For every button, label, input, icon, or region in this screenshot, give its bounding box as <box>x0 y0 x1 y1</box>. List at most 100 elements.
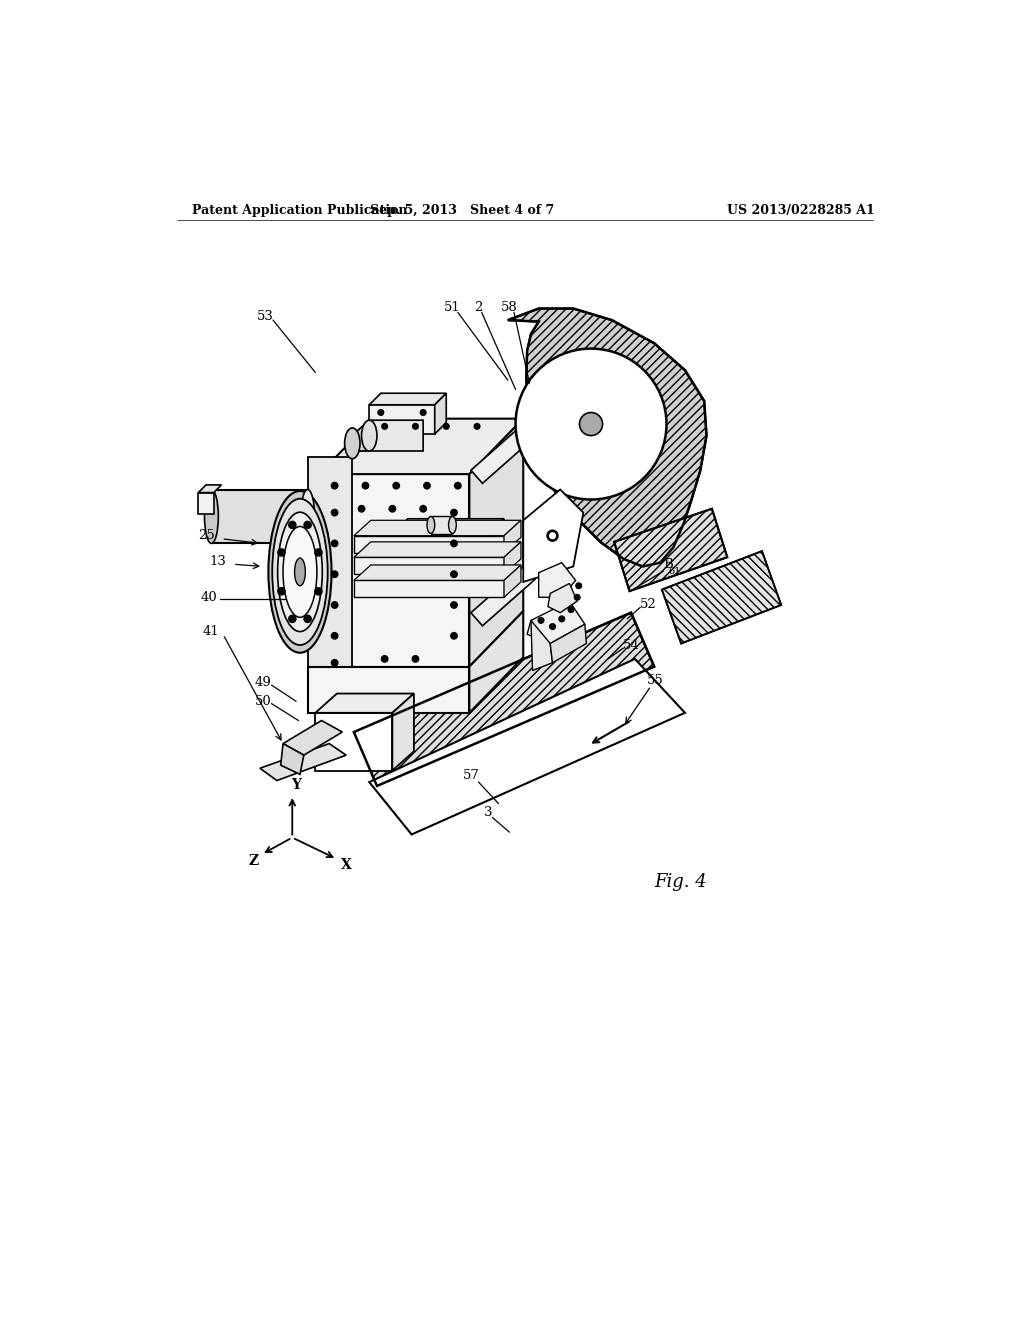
Circle shape <box>358 506 365 512</box>
Text: 61: 61 <box>668 566 680 576</box>
Text: 58: 58 <box>501 301 518 314</box>
Circle shape <box>304 521 311 528</box>
Polygon shape <box>199 492 214 515</box>
Circle shape <box>455 483 461 488</box>
Text: 57: 57 <box>463 770 479 783</box>
Text: X: X <box>341 858 351 873</box>
Text: 52: 52 <box>640 598 656 611</box>
Ellipse shape <box>283 527 316 618</box>
Ellipse shape <box>449 516 457 533</box>
Polygon shape <box>662 552 781 644</box>
Polygon shape <box>523 490 584 582</box>
Circle shape <box>393 483 399 488</box>
Circle shape <box>421 409 426 416</box>
Ellipse shape <box>361 420 377 451</box>
Polygon shape <box>319 474 469 667</box>
Circle shape <box>474 424 480 429</box>
Polygon shape <box>550 624 587 663</box>
Circle shape <box>289 521 296 528</box>
Circle shape <box>443 424 449 429</box>
Circle shape <box>332 572 338 577</box>
Text: 50: 50 <box>255 694 271 708</box>
Polygon shape <box>315 713 392 771</box>
Text: Z: Z <box>249 854 259 867</box>
Circle shape <box>413 424 418 429</box>
Text: 54: 54 <box>623 639 639 652</box>
Text: Patent Application Publication: Patent Application Publication <box>193 205 408 218</box>
Ellipse shape <box>272 499 328 645</box>
Polygon shape <box>471 566 535 626</box>
Ellipse shape <box>427 516 435 533</box>
Text: Sep. 5, 2013   Sheet 4 of 7: Sep. 5, 2013 Sheet 4 of 7 <box>370 205 554 218</box>
Polygon shape <box>370 659 685 834</box>
Polygon shape <box>354 536 504 553</box>
Circle shape <box>539 618 544 623</box>
Circle shape <box>278 549 285 556</box>
Circle shape <box>568 607 573 612</box>
Polygon shape <box>352 420 423 451</box>
Polygon shape <box>354 520 521 536</box>
Polygon shape <box>471 424 535 483</box>
Text: Y: Y <box>291 779 301 792</box>
Polygon shape <box>527 601 585 644</box>
Circle shape <box>315 587 322 595</box>
Text: 51: 51 <box>444 301 461 314</box>
Circle shape <box>451 510 457 516</box>
Circle shape <box>304 615 311 622</box>
Polygon shape <box>307 667 469 713</box>
Polygon shape <box>431 516 453 535</box>
Circle shape <box>451 540 457 546</box>
Text: 53: 53 <box>257 310 273 323</box>
Polygon shape <box>488 519 504 586</box>
Circle shape <box>289 615 296 622</box>
Polygon shape <box>435 393 446 434</box>
Polygon shape <box>260 743 346 780</box>
Polygon shape <box>352 420 370 451</box>
Circle shape <box>332 632 338 639</box>
Polygon shape <box>370 393 446 405</box>
Polygon shape <box>211 490 307 544</box>
Circle shape <box>278 587 285 595</box>
Ellipse shape <box>295 558 305 586</box>
Text: 40: 40 <box>201 591 217 603</box>
Circle shape <box>332 483 338 488</box>
Polygon shape <box>469 418 523 667</box>
Circle shape <box>315 549 322 556</box>
Polygon shape <box>508 309 707 566</box>
Text: 55: 55 <box>647 675 665 686</box>
Circle shape <box>362 483 369 488</box>
Polygon shape <box>199 484 221 492</box>
Text: 41: 41 <box>203 626 220 639</box>
Text: B: B <box>664 557 673 570</box>
Text: 49: 49 <box>255 676 271 689</box>
Circle shape <box>378 409 384 416</box>
Polygon shape <box>281 743 304 775</box>
Polygon shape <box>354 543 521 557</box>
Polygon shape <box>319 418 523 474</box>
Polygon shape <box>392 693 414 771</box>
Text: 2: 2 <box>474 301 482 314</box>
Polygon shape <box>614 508 727 591</box>
Circle shape <box>559 616 564 622</box>
Polygon shape <box>354 612 654 785</box>
Circle shape <box>382 424 387 429</box>
Polygon shape <box>354 565 521 581</box>
Circle shape <box>574 594 580 601</box>
Polygon shape <box>307 457 352 667</box>
Circle shape <box>424 483 430 488</box>
Circle shape <box>382 656 388 663</box>
Circle shape <box>332 540 338 546</box>
Text: 13: 13 <box>210 554 226 568</box>
Polygon shape <box>469 611 523 713</box>
Circle shape <box>420 506 426 512</box>
Ellipse shape <box>205 490 218 544</box>
Circle shape <box>547 531 558 541</box>
Polygon shape <box>354 557 504 574</box>
Circle shape <box>451 572 457 577</box>
Ellipse shape <box>268 491 332 653</box>
Circle shape <box>515 348 667 499</box>
Ellipse shape <box>301 490 314 544</box>
Circle shape <box>332 602 338 609</box>
Polygon shape <box>315 693 414 713</box>
Circle shape <box>332 660 338 665</box>
